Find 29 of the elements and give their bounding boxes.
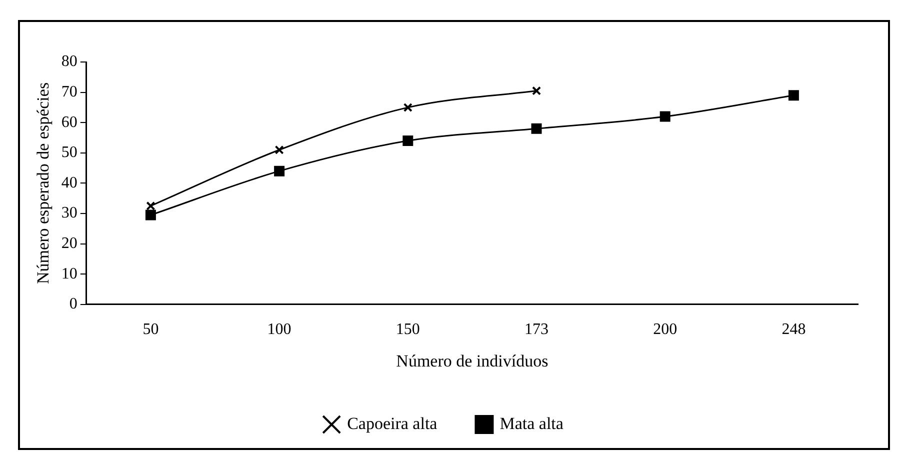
point <box>274 166 285 176</box>
y-axis-title: Número esperado de espécies <box>34 82 53 284</box>
point <box>274 145 284 154</box>
y-tick-label: 10 <box>61 265 78 282</box>
y-tick-label: 80 <box>61 53 78 70</box>
x-tick-label: 150 <box>396 321 420 338</box>
point <box>403 102 412 112</box>
legend-label: Capoeira alta <box>347 414 438 433</box>
point <box>145 210 156 220</box>
x-tick-label: 100 <box>267 321 292 338</box>
y-tick-label: 70 <box>61 84 78 101</box>
x-tick-label: 50 <box>142 321 159 338</box>
x-tick-label: 200 <box>653 321 678 338</box>
y-tick-label: 40 <box>61 174 78 192</box>
y-tick-label: 0 <box>69 296 78 313</box>
y-tick-label: 60 <box>61 114 78 131</box>
legend-label: Mata alta <box>500 414 564 433</box>
y-tick-label: 30 <box>61 204 78 222</box>
x-axis-title: Número de indivíduos <box>396 351 548 370</box>
point <box>531 123 542 134</box>
point <box>146 201 156 210</box>
x-tick-label: 173 <box>524 321 548 338</box>
point <box>532 86 542 96</box>
point <box>402 136 414 146</box>
y-tick-label: 50 <box>61 144 78 162</box>
point <box>660 111 670 122</box>
x-tick-label: 248 <box>782 321 806 338</box>
y-tick-label: 20 <box>61 235 78 252</box>
point <box>788 90 799 101</box>
